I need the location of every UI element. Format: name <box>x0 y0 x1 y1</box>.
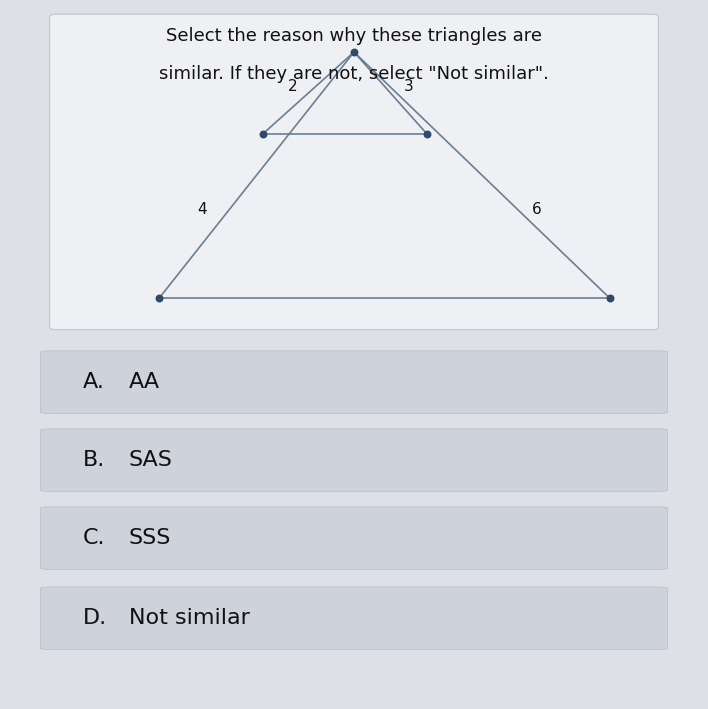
Text: 2: 2 <box>288 79 298 94</box>
Text: D.: D. <box>83 608 107 628</box>
FancyBboxPatch shape <box>40 507 668 569</box>
Text: C.: C. <box>83 528 105 548</box>
Text: SSS: SSS <box>129 528 171 548</box>
Text: AA: AA <box>129 372 160 392</box>
Text: similar. If they are not, select "Not similar".: similar. If they are not, select "Not si… <box>159 65 549 83</box>
Point <box>257 128 268 140</box>
Text: 6: 6 <box>532 202 542 217</box>
Text: Select the reason why these triangles are: Select the reason why these triangles ar… <box>166 27 542 45</box>
FancyBboxPatch shape <box>40 351 668 413</box>
Text: A.: A. <box>83 372 105 392</box>
Point <box>154 292 165 303</box>
Point <box>604 292 615 303</box>
FancyBboxPatch shape <box>50 14 658 330</box>
Point <box>348 46 360 57</box>
Point <box>421 128 433 140</box>
Text: Not similar: Not similar <box>129 608 250 628</box>
FancyBboxPatch shape <box>40 429 668 491</box>
Text: B.: B. <box>83 450 105 470</box>
Text: SAS: SAS <box>129 450 173 470</box>
Text: 4: 4 <box>197 202 207 217</box>
FancyBboxPatch shape <box>40 587 668 649</box>
Text: 3: 3 <box>404 79 413 94</box>
